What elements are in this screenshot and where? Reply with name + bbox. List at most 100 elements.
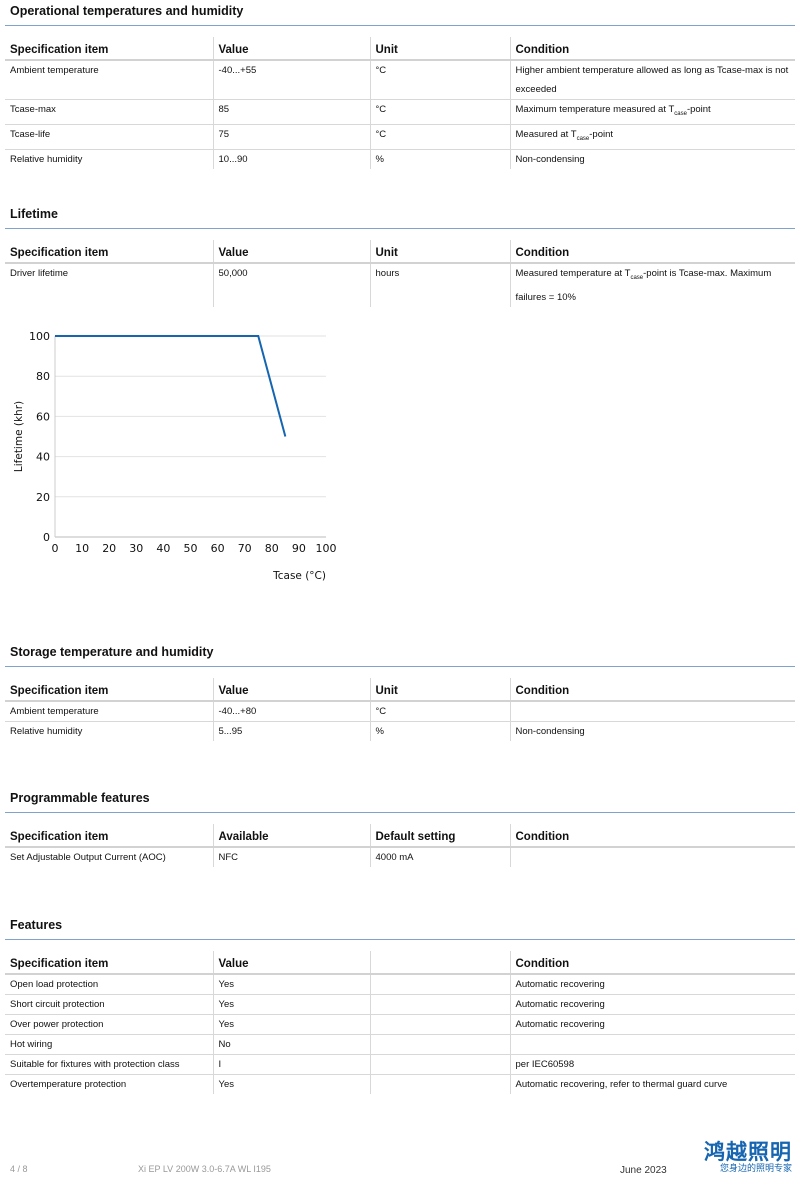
table-cell: % bbox=[369, 149, 510, 169]
section-title: Programmable features bbox=[10, 791, 150, 805]
table-cell: Relative humidity bbox=[10, 726, 83, 737]
brand-logo: 鸿越照明 您身边的照明专家 bbox=[704, 1140, 792, 1174]
table-cell bbox=[369, 1014, 510, 1035]
table-header-row: Specification item Value Condition bbox=[5, 951, 795, 975]
table-cell: Driver lifetime bbox=[10, 268, 69, 279]
table-cell: Automatic recovering bbox=[509, 1014, 795, 1035]
table-cell: 50,000 bbox=[212, 263, 370, 307]
x-tick-label: 60 bbox=[211, 542, 225, 555]
column-header: Condition bbox=[509, 951, 795, 975]
divider bbox=[5, 939, 795, 940]
x-tick-label: 30 bbox=[129, 542, 143, 555]
column-header: Specification item bbox=[5, 951, 213, 975]
table-cell: Yes bbox=[212, 1074, 370, 1094]
table-cell: Short circuit protection bbox=[5, 994, 213, 1015]
table-cell: % bbox=[369, 721, 510, 741]
table-header-row: Specification item Available Default setti… bbox=[5, 824, 795, 848]
table-cell: 75 bbox=[212, 124, 370, 150]
table-row: Short circuit protection Yes Automatic rec… bbox=[5, 994, 795, 1015]
x-tick-label: 0 bbox=[52, 542, 59, 555]
table-cell: °C bbox=[369, 99, 510, 125]
x-tick-label: 90 bbox=[292, 542, 306, 555]
table-row: Relative humidity 5...95% Non-condensing bbox=[5, 721, 795, 741]
table-row: Tcase-life 75 °C Measured at Tcase-point bbox=[5, 124, 795, 150]
table-cell bbox=[509, 1034, 795, 1055]
table-cell: I bbox=[212, 1054, 370, 1075]
table-cell: Yes bbox=[212, 974, 370, 995]
column-header: Specification item bbox=[5, 678, 213, 702]
table-cell: Open load protection bbox=[5, 974, 213, 995]
column-header bbox=[369, 951, 510, 975]
column-header: Default setting bbox=[369, 824, 510, 848]
divider bbox=[5, 25, 795, 26]
table-row: Over power protection Yes Automatic recove… bbox=[5, 1014, 795, 1035]
column-header: Unit bbox=[369, 240, 510, 264]
table-cell: Ambient temperature bbox=[5, 701, 213, 722]
column-header: Unit bbox=[369, 678, 510, 702]
table-cell: Hot wiring bbox=[5, 1034, 213, 1055]
y-tick-label: 0 bbox=[43, 531, 50, 544]
column-header: Available bbox=[212, 824, 370, 848]
table-cell: °C bbox=[369, 60, 510, 100]
column-header: Value bbox=[212, 37, 370, 61]
table-header-row: Specification item Value Unit Condition bbox=[5, 37, 795, 61]
column-header: Condition bbox=[509, 678, 795, 702]
divider bbox=[5, 666, 795, 667]
column-header: Value bbox=[212, 951, 370, 975]
table-cell bbox=[509, 847, 795, 867]
table-cell: 10...90 bbox=[212, 149, 370, 169]
table-cell: Yes bbox=[212, 994, 370, 1015]
x-tick-label: 20 bbox=[102, 542, 116, 555]
table-cell bbox=[369, 1074, 510, 1094]
table-cell: Ambient temperature bbox=[5, 60, 213, 100]
table-row: Hot wiring No bbox=[5, 1034, 795, 1055]
table-cell bbox=[369, 994, 510, 1015]
table-cell bbox=[369, 1034, 510, 1055]
y-tick-label: 100 bbox=[29, 330, 50, 343]
divider bbox=[5, 812, 795, 813]
column-header: Specification item bbox=[5, 824, 213, 848]
logo-text: 鸿越照明 bbox=[704, 1140, 792, 1164]
column-header: Specification item bbox=[5, 240, 213, 264]
table-header-row: Specification item Value Unit Condition bbox=[5, 240, 795, 264]
y-tick-label: 80 bbox=[36, 370, 50, 383]
table-cell bbox=[369, 974, 510, 995]
table-cell: 85 bbox=[212, 99, 370, 125]
x-tick-label: 70 bbox=[238, 542, 252, 555]
table-cell: hours bbox=[369, 263, 510, 307]
column-header: Value bbox=[212, 240, 370, 264]
section-title: Features bbox=[10, 918, 63, 932]
column-header: Unit bbox=[369, 37, 510, 61]
table-cell: Suitable for fixtures with protection cl… bbox=[5, 1054, 213, 1075]
table-cell: 4000 mA bbox=[369, 847, 510, 867]
spec-table: Specification item Value Unit Condition Driv… bbox=[5, 240, 795, 307]
table-row: Set Adjustable Output Current (AOC) NFC 40… bbox=[5, 847, 795, 867]
lifetime-series-line bbox=[55, 335, 287, 437]
table-cell: 5...95 bbox=[212, 721, 370, 741]
section-title: Operational temperatures and humidity bbox=[10, 4, 244, 18]
x-tick-label: 80 bbox=[265, 542, 279, 555]
x-tick-label: 100 bbox=[316, 542, 337, 555]
table-cell: Tcase-life bbox=[5, 124, 213, 150]
column-header: Specification item bbox=[5, 37, 213, 61]
x-axis-label: Tcase (°C) bbox=[272, 570, 326, 582]
section-title: Lifetime bbox=[10, 207, 58, 221]
table-cell: Automatic recovering bbox=[509, 974, 795, 995]
x-tick-label: 40 bbox=[156, 542, 170, 555]
divider bbox=[5, 228, 795, 229]
column-header: Value bbox=[212, 678, 370, 702]
table-row: Tcase-max 85 °C Maximum temperature measure… bbox=[5, 99, 795, 125]
table-cell bbox=[369, 1054, 510, 1075]
table-cell: Automatic recovering, refer to thermal g… bbox=[509, 1074, 795, 1094]
spec-table: Specification item Value Unit Condition Ambi… bbox=[5, 678, 795, 741]
table-cell: Non-condensing bbox=[509, 721, 795, 741]
table-cell: No bbox=[212, 1034, 370, 1055]
spec-table: Specification item Available Default setti… bbox=[5, 824, 795, 867]
page-number: 4 / 8 bbox=[10, 1164, 28, 1174]
table-cell: Higher ambient temperature allowed as lo… bbox=[509, 60, 795, 100]
column-header: Condition bbox=[509, 240, 795, 264]
y-tick-label: 60 bbox=[36, 410, 50, 423]
table-cell: Tcase-max bbox=[5, 99, 213, 125]
x-tick-label: 50 bbox=[184, 542, 198, 555]
